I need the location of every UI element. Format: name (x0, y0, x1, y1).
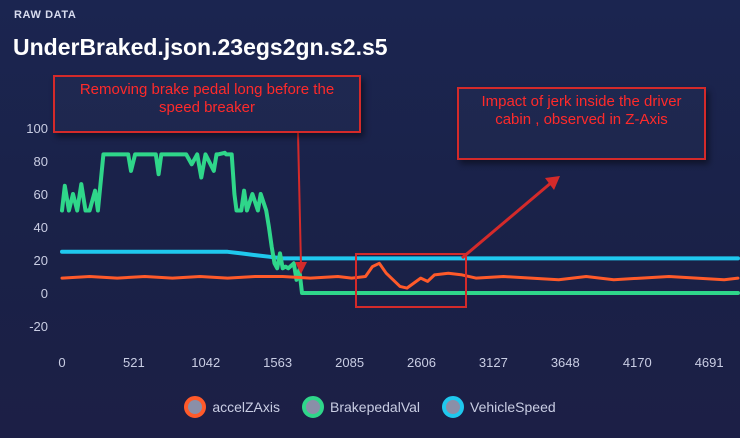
x-tick-label: 2606 (407, 355, 436, 370)
legend-dot-accelzaxis (184, 396, 207, 418)
y-tick-label: 80 (34, 154, 48, 169)
x-tick-label: 2085 (335, 355, 364, 370)
y-tick-label: 100 (26, 121, 48, 136)
y-tick-label: 60 (34, 187, 48, 202)
panel-label: RAW DATA (14, 9, 77, 21)
x-tick-label: 4691 (695, 355, 724, 370)
legend-label-vehiclespeed: VehicleSpeed (470, 399, 556, 415)
legend-item-accelzaxis[interactable]: accelZAxis (184, 396, 280, 418)
chart-legend: accelZAxis BrakepedalVal VehicleSpeed (0, 396, 740, 418)
legend-dot-brakepedalval (302, 396, 324, 418)
legend-label-accelzaxis: accelZAxis (212, 399, 280, 415)
x-tick-label: 1563 (263, 355, 292, 370)
annotation-brake-release: Removing brake pedal long before the spe… (53, 75, 361, 133)
y-tick-label: 20 (34, 253, 48, 268)
legend-label-brakepedalval: BrakepedalVal (330, 399, 421, 415)
y-tick-label: 0 (41, 286, 48, 301)
annotation-arrow-2 (461, 180, 553, 260)
annotation-jerk-impact: Impact of jerk inside the driver cabin ,… (457, 87, 706, 160)
series-line-accelzaxis (60, 261, 740, 290)
annotation-arrow-1 (297, 132, 302, 267)
x-tick-label: 0 (58, 355, 65, 370)
series-line-vehiclespeed (60, 249, 740, 261)
chart-title: UnderBraked.json.23egs2gn.s2.s5 (13, 34, 388, 60)
x-tick-label: 3127 (479, 355, 508, 370)
x-tick-label: 521 (123, 355, 145, 370)
legend-dot-vehiclespeed (442, 396, 465, 418)
annotation-arrowhead-1 (295, 262, 307, 274)
y-tick-label: -20 (29, 319, 48, 334)
y-tick-label: 40 (34, 220, 48, 235)
annotation-arrowhead-2 (545, 176, 560, 190)
legend-item-brakepedalval[interactable]: BrakepedalVal (302, 396, 420, 418)
jerk-highlight-box (355, 253, 467, 308)
x-tick-label: 3648 (551, 355, 580, 370)
x-tick-label: 4170 (623, 355, 652, 370)
x-tick-label: 1042 (191, 355, 220, 370)
legend-item-vehiclespeed[interactable]: VehicleSpeed (442, 396, 556, 418)
series-line-brakepedalval (60, 150, 740, 295)
